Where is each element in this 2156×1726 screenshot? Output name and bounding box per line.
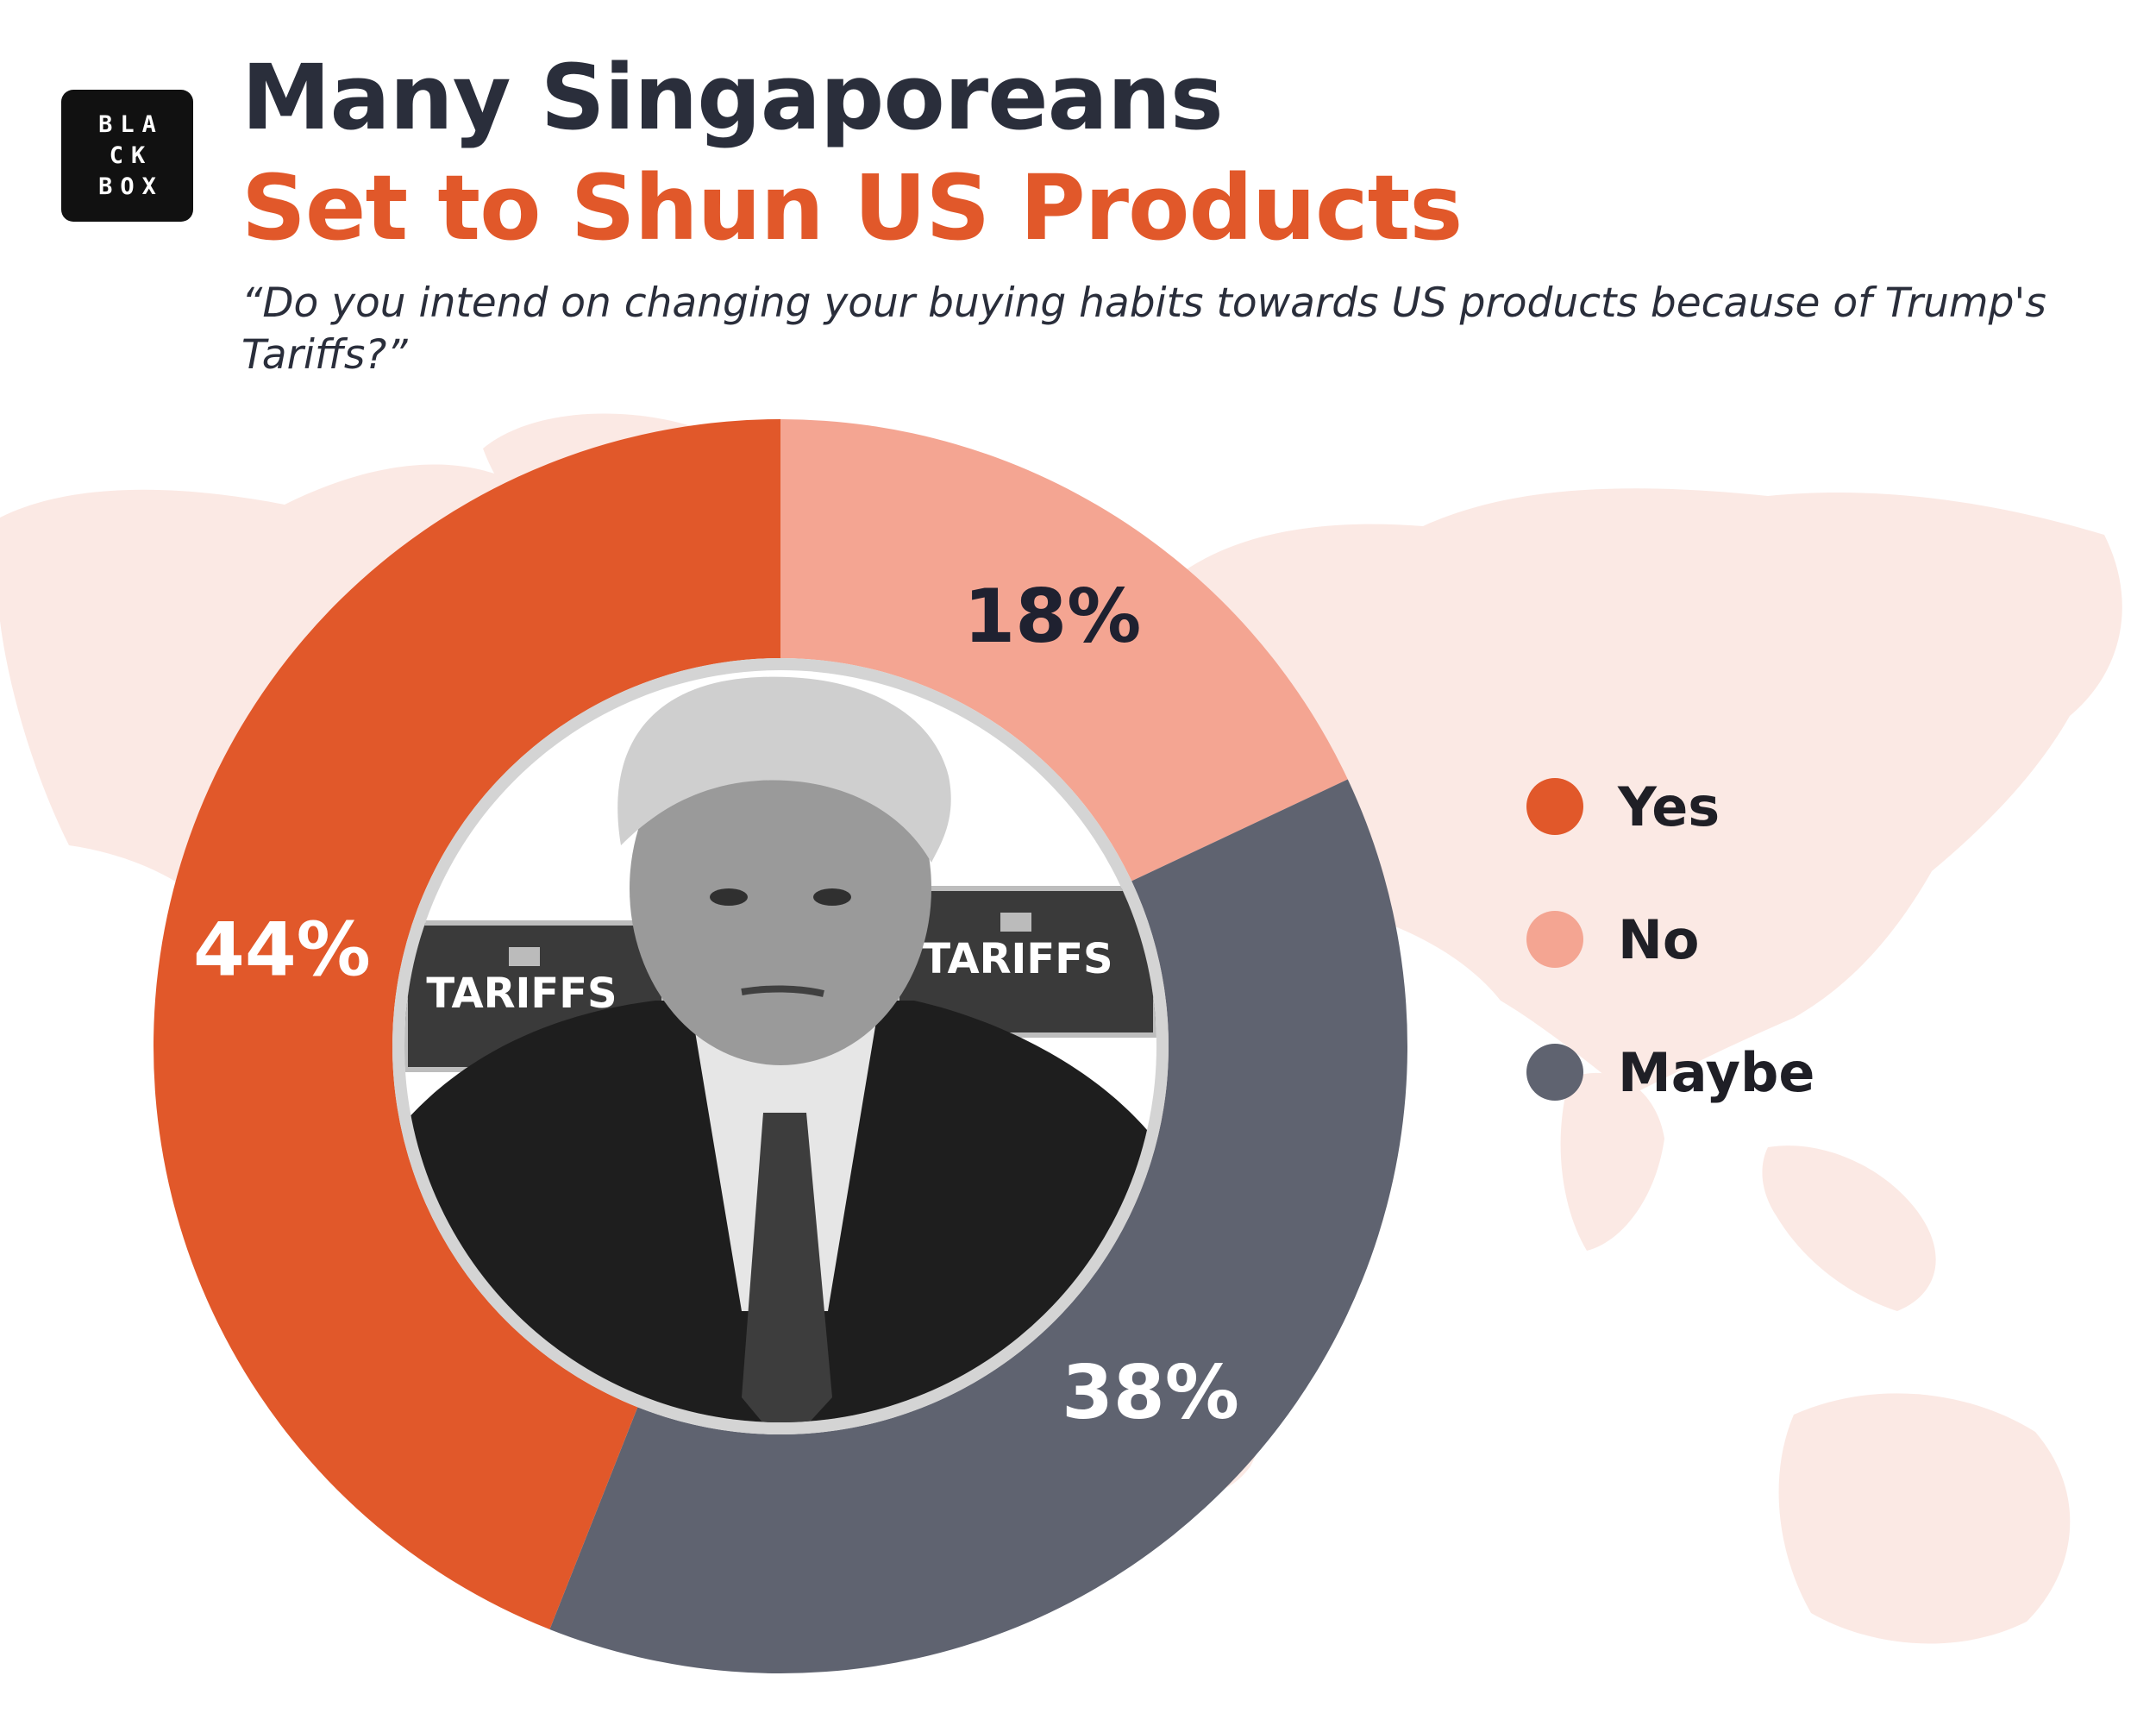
- map-southeast-asia: [1762, 1145, 1936, 1311]
- page-title: Many Singaporeans: [241, 45, 1224, 150]
- survey-question: “Do you intend on changing your buying h…: [241, 279, 2046, 379]
- map-australia: [1778, 1393, 2071, 1644]
- page-title-accent: Set to Shun US Products: [241, 155, 1463, 260]
- logo-line: CK: [109, 141, 154, 169]
- legend-label-no: No: [1618, 907, 1700, 971]
- logo-line: BLA: [98, 110, 164, 138]
- map-south-asia: [1560, 1072, 1664, 1251]
- portrait-face: [630, 712, 931, 1065]
- data-label-maybe: 38%: [1062, 1350, 1239, 1436]
- legend-label-yes: Yes: [1618, 775, 1720, 838]
- legend-item-yes: Yes: [1526, 775, 1814, 838]
- tariffs-sign-right-label: TARIFFS: [922, 935, 1112, 983]
- legend-item-maybe: Maybe: [1526, 1040, 1815, 1104]
- flag-icon: [509, 947, 540, 966]
- logo-line: BOX: [98, 173, 164, 200]
- legend-item-no: No: [1526, 907, 1814, 971]
- center-portrait: TARIFFS TARIFFS: [392, 658, 1169, 1434]
- legend-swatch-maybe: [1526, 1044, 1583, 1101]
- portrait-hair: [617, 676, 951, 863]
- legend-swatch-yes: [1526, 778, 1583, 835]
- donut-slice-maybe: [549, 779, 1407, 1673]
- portrait-tie: [742, 1113, 832, 1422]
- tariffs-sign-left-label: TARIFFS: [426, 970, 617, 1018]
- chart-legend: Yes No Maybe: [1526, 775, 1815, 1175]
- legend-label-maybe: Maybe: [1618, 1040, 1815, 1104]
- data-label-no: 18%: [963, 574, 1141, 660]
- legend-swatch-no: [1526, 911, 1583, 968]
- donut-slice-yes: [154, 419, 780, 1629]
- data-label-yes: 44%: [193, 907, 371, 994]
- donut-slice-no: [780, 419, 1348, 882]
- blackbox-logo: BLA CK BOX: [61, 90, 193, 222]
- map-eurasia: [1147, 488, 2122, 1095]
- flag-icon: [1000, 913, 1031, 932]
